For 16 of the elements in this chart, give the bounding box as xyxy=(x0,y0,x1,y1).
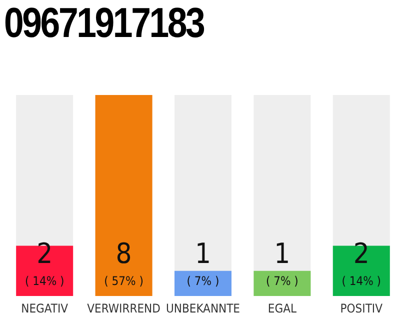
data-label: 1 xyxy=(274,237,290,270)
data-label: 8 xyxy=(116,237,132,270)
data-label: 2 xyxy=(36,237,53,270)
data-label: 2 xyxy=(353,237,370,270)
data-label: 1 xyxy=(194,237,212,270)
x-tick-label: NEGATIV xyxy=(21,302,69,316)
annotation: ( 14% ) xyxy=(24,274,64,288)
x-tick-label: EGAL xyxy=(268,302,296,316)
annotation: ( 14% ) xyxy=(342,274,382,288)
annotation: ( 57% ) xyxy=(104,274,144,288)
annotation: ( 7% ) xyxy=(186,274,220,288)
x-tick-label: POSITIV xyxy=(340,302,384,316)
annotation: ( 7% ) xyxy=(266,274,298,288)
x-tick-label: UNBEKANNTE xyxy=(166,302,240,316)
x-tick-label: VERWIRREND xyxy=(87,302,160,316)
chart-title: 09671917183 xyxy=(4,0,204,46)
